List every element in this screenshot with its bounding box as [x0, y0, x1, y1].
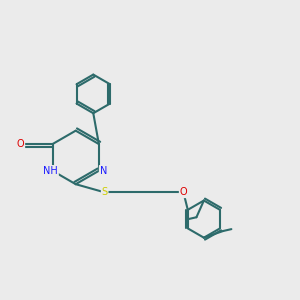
Text: O: O	[17, 139, 24, 149]
Text: NH: NH	[43, 166, 58, 176]
Text: N: N	[100, 166, 107, 176]
Text: S: S	[102, 188, 108, 197]
Text: O: O	[180, 188, 187, 197]
